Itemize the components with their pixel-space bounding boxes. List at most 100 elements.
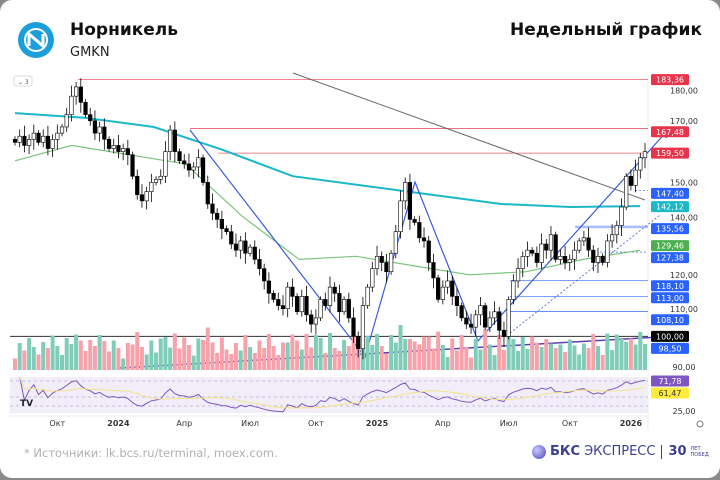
volume-bar — [445, 357, 450, 370]
brand-years: ЛЕТ ПОБЕД — [690, 445, 709, 458]
volume-bar — [262, 348, 267, 370]
candle — [78, 86, 83, 103]
candle — [17, 135, 22, 143]
volume-bar — [55, 346, 60, 370]
volume-bar — [628, 338, 633, 370]
candle — [525, 249, 530, 257]
volume-bar — [276, 355, 281, 370]
rsi-badge — [651, 375, 689, 387]
candle — [332, 286, 337, 294]
volume-bar — [591, 334, 596, 370]
price-chart[interactable]: ⌄ 3 183,36 180,00 170,00 167,48 159,50 150,00 1… — [0, 0, 720, 440]
volume-bar — [516, 351, 521, 370]
candle — [586, 237, 591, 251]
volume-bar — [144, 354, 149, 370]
volume-bar — [506, 325, 511, 370]
candle — [520, 256, 525, 269]
candle — [294, 296, 300, 313]
legend-toggle-button[interactable] — [13, 75, 33, 87]
volume-bar — [384, 353, 389, 370]
volume-bar — [450, 338, 455, 370]
volume-bar — [83, 351, 88, 370]
price-tick: 180,00 — [670, 87, 698, 96]
volume-bar — [238, 350, 243, 370]
volume-bar — [346, 346, 351, 370]
candle — [483, 305, 488, 328]
level-label: 135,56 — [656, 225, 684, 234]
volume-bar — [97, 335, 102, 370]
candle — [116, 145, 121, 152]
candle — [389, 252, 394, 273]
volume-bar — [567, 339, 572, 370]
volume-bar — [389, 335, 394, 370]
candle — [88, 114, 93, 122]
rsi-ma-line — [19, 376, 646, 409]
volume-bar — [501, 350, 506, 370]
level-label: 159,50 — [656, 149, 684, 158]
volume-bar — [497, 335, 502, 370]
volume-bar — [323, 353, 328, 370]
volume-bar — [365, 336, 370, 370]
volume-bar — [135, 332, 140, 370]
candle — [642, 151, 648, 159]
volume-bar — [116, 348, 121, 370]
price-tick: 120,00 — [670, 271, 698, 280]
volume-bar — [643, 344, 647, 370]
candles — [12, 78, 648, 360]
volume-bar — [186, 345, 191, 370]
candle — [191, 166, 196, 171]
volume-bar — [252, 353, 257, 370]
candle — [92, 120, 98, 134]
volume-bar — [478, 349, 483, 370]
volume-bar — [375, 334, 380, 370]
volume-bar — [558, 344, 563, 370]
candle — [153, 179, 159, 183]
volume-bar — [520, 337, 525, 370]
time-tick: Окт — [308, 419, 324, 428]
volume-bar — [201, 340, 206, 370]
volume-bar — [248, 347, 253, 370]
volume-bar — [304, 334, 309, 370]
volume-bar — [125, 343, 130, 370]
candle — [233, 243, 239, 251]
candle — [454, 296, 460, 306]
volume-bar — [544, 339, 549, 370]
candle — [271, 292, 276, 300]
volume-bar — [595, 346, 600, 370]
candle — [436, 277, 441, 300]
candle — [609, 234, 615, 242]
level-badge — [651, 187, 689, 199]
rsi-badge — [651, 387, 689, 399]
volume-bar — [577, 354, 582, 370]
candle — [182, 160, 187, 165]
volume-bar — [107, 351, 112, 370]
candle — [55, 132, 60, 140]
volume-bar — [525, 349, 530, 370]
settings-icon[interactable] — [696, 420, 704, 428]
candle — [459, 305, 464, 319]
candle — [262, 268, 267, 282]
nornickel-logo — [18, 22, 54, 58]
candle — [139, 194, 145, 202]
candle — [628, 175, 633, 186]
candle — [478, 305, 483, 316]
candle — [74, 86, 79, 97]
volume-bar — [196, 338, 201, 370]
candle — [398, 200, 403, 232]
level-label: 142,12 — [656, 203, 684, 212]
volume-bar — [215, 353, 220, 370]
candle — [581, 237, 586, 242]
volume-bar — [619, 339, 624, 370]
rsi-tick: 25,00 — [673, 407, 696, 416]
volume-bar — [36, 354, 41, 370]
candle — [450, 280, 455, 297]
volume-bar — [586, 348, 591, 370]
candle — [130, 154, 135, 177]
candle — [595, 256, 601, 263]
time-tick: 2025 — [366, 419, 389, 428]
volume-bar — [624, 342, 629, 370]
volume-bar — [50, 335, 55, 370]
time-tick: 2026 — [620, 419, 643, 428]
bcs-logo-icon — [532, 444, 546, 459]
volume-bar — [614, 334, 619, 370]
